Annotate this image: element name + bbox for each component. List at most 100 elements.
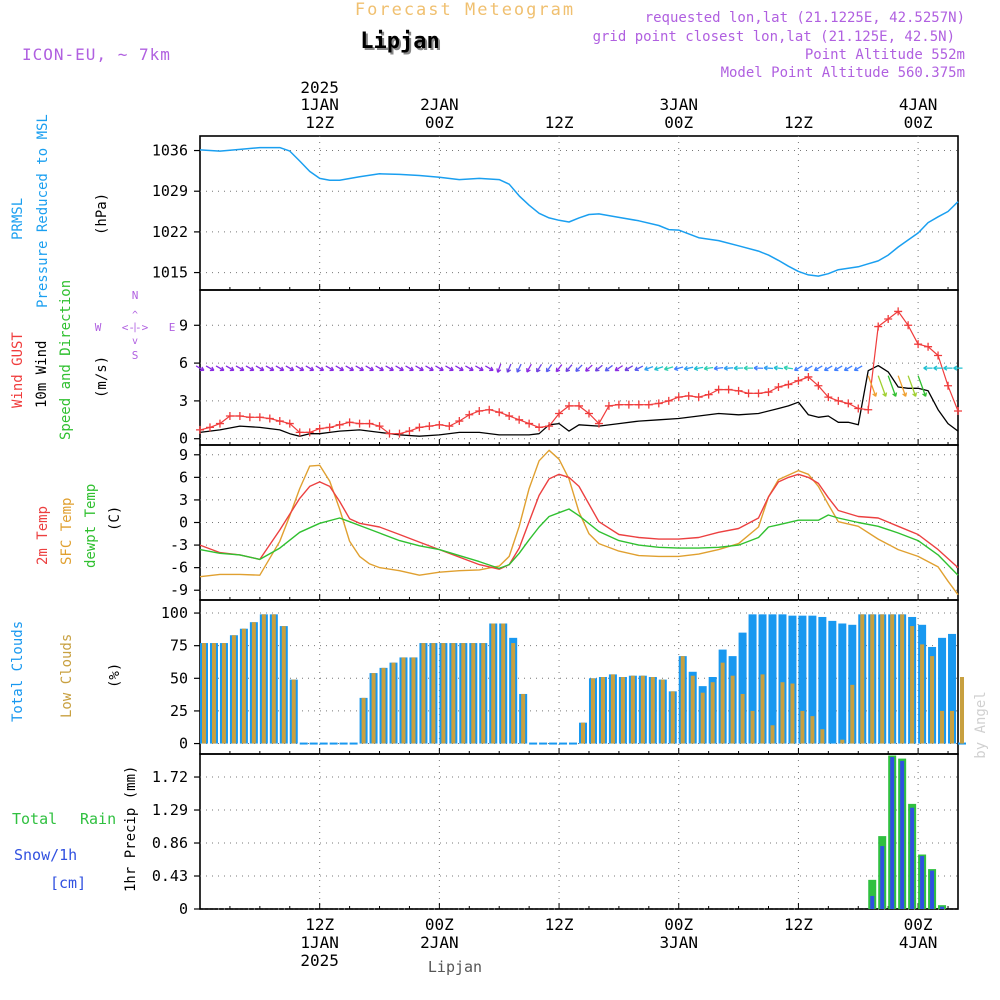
y-tick-label: 1.72 xyxy=(152,768,188,786)
wind-direction-arrow xyxy=(545,364,553,373)
compass-e: E xyxy=(169,321,176,334)
low-cloud-bar xyxy=(710,682,715,744)
label-low-clouds: Low Clouds xyxy=(59,634,75,718)
wind-direction-arrow xyxy=(733,365,744,371)
gust-point xyxy=(614,400,623,409)
wind-direction-arrow xyxy=(425,365,434,372)
gust-point xyxy=(824,393,833,402)
low-cloud-bar xyxy=(800,710,805,744)
wind-direction-arrow xyxy=(536,363,543,373)
gust-point xyxy=(435,420,444,429)
label-2m-temp: 2m Temp xyxy=(35,506,51,565)
gust-point xyxy=(505,412,514,421)
gust-point xyxy=(634,400,643,409)
gust-point xyxy=(225,412,234,421)
top-hour-label: 00Z xyxy=(664,113,693,132)
wind-direction-arrow xyxy=(663,366,674,372)
y-tick-label: 50 xyxy=(170,669,188,687)
top-date-label: 4JAN xyxy=(899,95,938,114)
label-speed-direction: Speed and Direction xyxy=(58,280,74,440)
low-cloud-bar xyxy=(880,614,885,744)
y-tick-label: 0 xyxy=(179,900,188,918)
wind-direction-arrow xyxy=(415,365,424,372)
gust-point xyxy=(255,413,264,422)
y-tick-label: 0.43 xyxy=(152,867,188,885)
total-cloud-bar xyxy=(768,614,777,744)
bottom-hour-label: 12Z xyxy=(784,915,813,934)
wind-direction-arrow xyxy=(813,365,823,372)
wind-direction-arrow xyxy=(753,365,764,371)
gust-point xyxy=(275,417,284,426)
low-cloud-bar xyxy=(850,684,855,744)
bottom-hour-label: 00Z xyxy=(664,915,693,934)
point-altitude: Point Altitude 552m xyxy=(805,47,965,63)
gust-point xyxy=(774,383,783,392)
low-cloud-bar xyxy=(640,675,645,744)
total-cloud-bar xyxy=(848,624,857,744)
wind-direction-arrow xyxy=(634,365,644,372)
wind-direction-arrow xyxy=(375,365,384,372)
wind-direction-arrow xyxy=(853,365,863,372)
wind-direction-arrow xyxy=(703,365,714,371)
total-cloud-bar xyxy=(938,637,947,744)
gust-point xyxy=(325,423,334,432)
low-cloud-bar xyxy=(690,675,695,744)
low-cloud-bar xyxy=(720,662,725,744)
wind-direction-arrow xyxy=(205,365,215,372)
wind-direction-arrow xyxy=(953,365,963,371)
wind-direction-arrow xyxy=(506,363,512,373)
total-cloud-bar xyxy=(748,614,757,744)
dewpt-line xyxy=(199,508,959,576)
label-total-clouds: Total Clouds xyxy=(10,621,26,722)
wind-direction-arrow xyxy=(235,365,245,372)
y-tick-label: 0 xyxy=(179,735,188,753)
gust-point xyxy=(844,399,853,408)
bottom-date-label: 3JAN xyxy=(659,933,698,952)
wind-direction-arrow xyxy=(923,365,933,371)
snow-bar xyxy=(920,856,925,909)
low-cloud-bar xyxy=(521,693,526,744)
gust-point xyxy=(914,340,923,349)
panel-frame xyxy=(199,135,959,291)
y-tick-label: 75 xyxy=(170,637,188,655)
low-cloud-bar xyxy=(940,710,945,744)
gust-line xyxy=(199,310,959,435)
wind-direction-arrow xyxy=(555,364,563,373)
total-cloud-bar xyxy=(818,616,827,744)
wind-direction-arrow xyxy=(654,366,664,372)
wind-direction-arrow xyxy=(485,365,494,372)
y-tick-label: 3 xyxy=(179,491,188,509)
low-cloud-bar xyxy=(411,657,416,744)
label-ms: (m/s) xyxy=(94,356,110,398)
gust-point xyxy=(584,409,593,418)
y-tick-label: 6 xyxy=(179,354,188,372)
low-cloud-bar xyxy=(670,691,675,744)
low-cloud-bar xyxy=(491,623,496,744)
total-cloud-bar xyxy=(838,623,847,744)
low-cloud-bar xyxy=(900,614,905,744)
gust-point xyxy=(674,393,683,402)
wind-direction-arrow xyxy=(793,365,803,372)
pressure-line xyxy=(199,146,959,277)
gust-point xyxy=(664,396,673,405)
wind-direction-arrow xyxy=(305,365,315,372)
total-cloud-bar xyxy=(798,615,807,744)
label-prmsl: PRMSL xyxy=(10,198,26,240)
wind-direction-arrow xyxy=(275,365,285,372)
gust-point xyxy=(754,389,763,398)
wind-speed-line xyxy=(199,364,959,437)
svg-text:^: ^ xyxy=(132,310,138,321)
wind-direction-arrow xyxy=(713,365,724,371)
gust-point xyxy=(335,420,344,429)
sfc-temp-line xyxy=(199,449,959,596)
wind-direction-arrow xyxy=(516,363,522,373)
gust-point xyxy=(515,415,524,424)
y-tick-label: 0 xyxy=(179,430,188,448)
low-cloud-bar xyxy=(600,677,605,744)
label-rain: Rain xyxy=(80,810,116,828)
wind-direction-arrow xyxy=(365,365,375,372)
gust-point xyxy=(285,419,294,428)
bottom-hour-label: 12Z xyxy=(305,915,334,934)
grid-point-coords: grid point closest lon,lat (21.125E, 42.… xyxy=(593,29,955,45)
